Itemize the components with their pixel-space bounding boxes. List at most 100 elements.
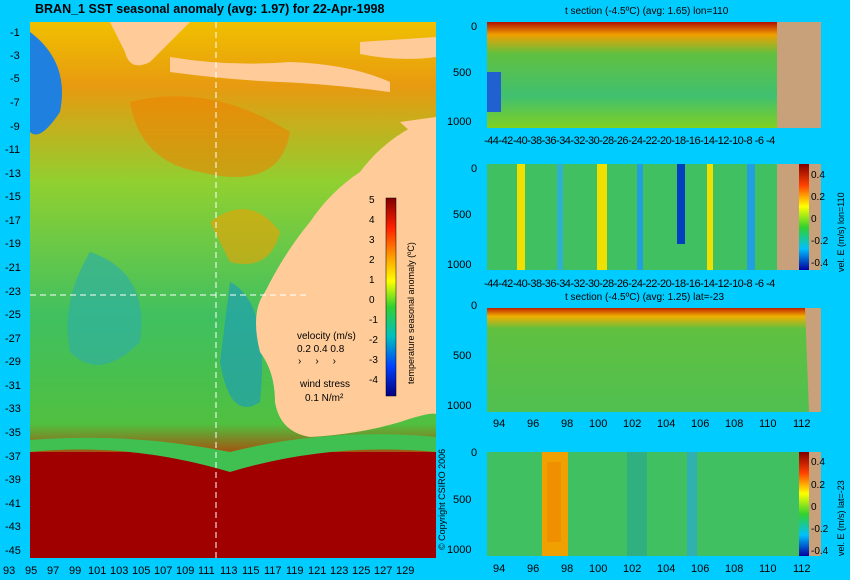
panel-1-ytick: 1000 [447, 116, 472, 128]
panel-4-xtick: 94 [493, 563, 506, 575]
lat-label: -15 [5, 191, 21, 203]
lat-label: -31 [5, 380, 21, 392]
panel-4-section [487, 452, 821, 556]
panel-4-xtick: 98 [561, 563, 574, 575]
panel-3-xtick: 98 [561, 418, 574, 430]
panel-3-ytick: 1000 [447, 400, 472, 412]
panel-3-xtick: 104 [657, 418, 676, 430]
panel-1-title: t section (-4.5ºC) (avg: 1.65) lon=110 [565, 6, 729, 17]
lat-label: -11 [5, 144, 21, 156]
lat-label: -1 [10, 27, 20, 39]
lon-label: 125 [352, 565, 371, 577]
lon-label: 95 [25, 565, 38, 577]
kimberley-land [400, 117, 436, 141]
panel-3-ytick: 500 [453, 350, 472, 362]
lat-label: -23 [5, 286, 21, 298]
panel-2-cbtick: 0.4 [811, 170, 825, 181]
lon-label: 103 [110, 565, 129, 577]
lat-label: -43 [5, 521, 21, 533]
lon-label: 99 [69, 565, 82, 577]
panel-3-xtick: 108 [725, 418, 744, 430]
panel-4-cbtick: -0.2 [811, 524, 829, 535]
lat-label: -29 [5, 356, 21, 368]
lat-label: -13 [5, 168, 21, 180]
panel-4-xtick: 102 [623, 563, 642, 575]
sst-colorbar-tick: -1 [369, 315, 378, 326]
wind-legend-scale: 0.1 N/m² [305, 393, 344, 404]
sst-colorbar-tick: 2 [369, 255, 375, 266]
warm-patch-n [130, 96, 290, 177]
panel-4-xtick: 110 [759, 563, 777, 575]
lat-label: -35 [5, 427, 21, 439]
front-band [30, 434, 436, 472]
lon-label: 127 [374, 565, 393, 577]
panel-4-ytick: 500 [453, 494, 472, 506]
lon-label: 117 [264, 565, 282, 577]
panel-3-xtick: 102 [623, 418, 642, 430]
panel-4-ytick: 0 [471, 447, 478, 459]
warm-patch-c [210, 209, 280, 264]
lon-label: 111 [198, 565, 215, 577]
sst-anomaly-map [30, 22, 436, 558]
panel-4-xtick: 100 [589, 563, 608, 575]
panel-3-xtick: 100 [589, 418, 608, 430]
velocity-legend-arrows: ››› [298, 356, 350, 367]
panel-3-xtick: 112 [793, 418, 811, 430]
lat-label: -37 [5, 451, 21, 463]
sumatra-land [110, 22, 190, 66]
panel-2-ytick: 0 [471, 163, 478, 175]
panel-2-ytick: 1000 [447, 259, 472, 271]
panel-4-cbtick: 0.2 [811, 480, 825, 491]
panel-2-ytick: 500 [453, 209, 472, 221]
panel-2-colorbar [799, 164, 809, 270]
panel-4-cblabel: vel. E (m/s) lat=-23 [836, 480, 846, 556]
lon-label: 93 [3, 565, 16, 577]
lat-label: -39 [5, 474, 21, 486]
panel-3-xtick: 110 [759, 418, 777, 430]
panel-2-xticks: -44-42-40-38-36-34-32-30-28-26-24-22-20-… [484, 278, 775, 290]
sst-colorbar-tick: 3 [369, 235, 375, 246]
lon-label: 129 [396, 565, 415, 577]
panel-4-xtick: 112 [793, 563, 811, 575]
lon-label: 121 [308, 565, 327, 577]
lat-label: -27 [5, 333, 21, 345]
sst-colorbar-tick: 4 [369, 215, 375, 226]
panel-4-xtick: 108 [725, 563, 744, 575]
lat-label: -21 [5, 262, 21, 274]
panel-3-land [805, 308, 821, 412]
lon-label: 97 [47, 565, 60, 577]
panel-4-xtick: 106 [691, 563, 710, 575]
map-title: BRAN_1 SST seasonal anomaly (avg: 1.97) … [35, 2, 385, 16]
panel-3-xtick: 96 [527, 418, 540, 430]
lon-label: 109 [176, 565, 195, 577]
panel-1-xticks: -44-42-40-38-36-34-32-30-28-26-24-22-20-… [484, 135, 775, 147]
panel-2-cbtick: -0.2 [811, 236, 829, 247]
panel-3-title: t section (-4.5ºC) (avg: 1.25) lat=-23 [565, 292, 724, 303]
lat-label: -45 [5, 545, 21, 557]
lon-label: 101 [88, 565, 107, 577]
sulawesi-land [360, 37, 436, 59]
velocity-legend-title: velocity (m/s) [297, 331, 356, 342]
panel-2-cblabel: vel. E (m/s) lon=110 [836, 192, 846, 272]
panel-1-section [487, 22, 821, 128]
panel-3-xtick: 106 [691, 418, 710, 430]
panel-2-cbtick: 0.2 [811, 192, 825, 203]
lon-label: 123 [330, 565, 349, 577]
lon-label: 119 [286, 565, 304, 577]
lat-label: -5 [10, 73, 20, 85]
lat-label: -41 [5, 498, 21, 510]
panel-3-section [487, 308, 821, 412]
cool-patch-e [220, 282, 262, 407]
panel-2-cbtick: -0.4 [811, 258, 829, 269]
lat-label: -17 [5, 215, 21, 227]
sst-colorbar-tick: 1 [369, 275, 375, 286]
sst-colorbar-tick: -4 [369, 375, 378, 386]
panel-4-xtick: 96 [527, 563, 540, 575]
panel-4-ytick: 1000 [447, 544, 472, 556]
panel-1-ytick: 0 [471, 21, 478, 33]
lat-label: -19 [5, 238, 21, 250]
panel-4-land [805, 452, 821, 556]
panel-2-cbtick: 0 [811, 214, 817, 225]
lon-label: 105 [132, 565, 151, 577]
sst-colorbar-label: temperature seasonal anomaly (ºC) [406, 242, 416, 384]
